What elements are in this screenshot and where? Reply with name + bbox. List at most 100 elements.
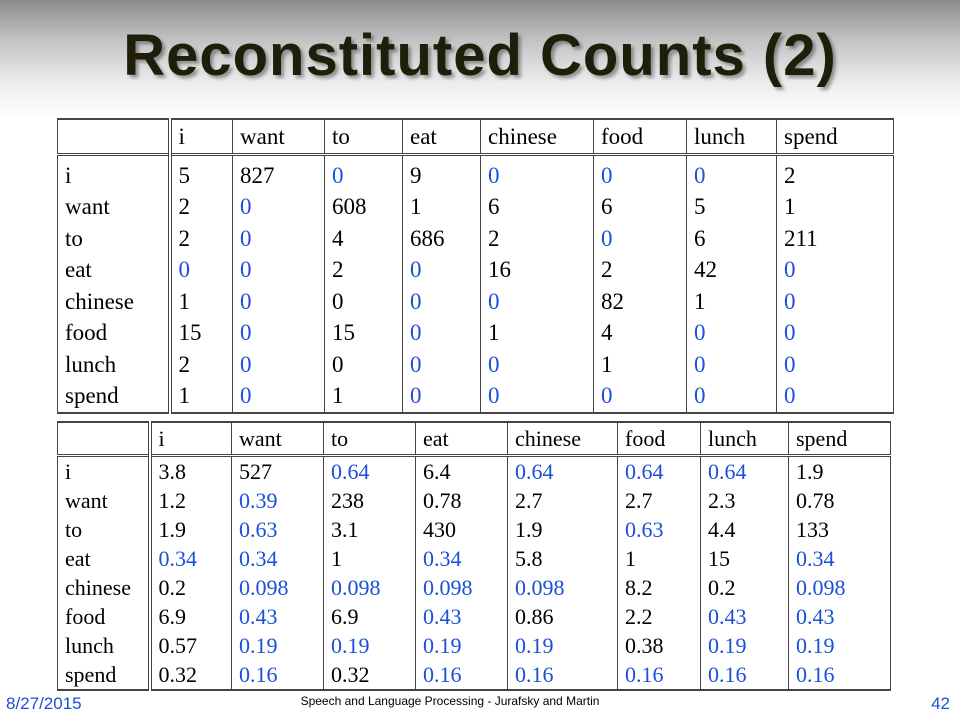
table-row: food 6.9 0.43 6.9 0.43 0.86 2.2 0.43 0.43 bbox=[57, 602, 891, 631]
reconstituted-counts-table: i want to eat chinese food lunch spend i 3.8 527 0… bbox=[57, 421, 891, 691]
footer-date: 8/27/2015 bbox=[6, 694, 82, 713]
table-cell: 0.19 bbox=[700, 631, 789, 660]
table-cell: 2 bbox=[480, 223, 594, 255]
table-cell: 1 bbox=[480, 317, 594, 349]
table-cell: 0 bbox=[776, 349, 894, 381]
table-row: spend 0.32 0.16 0.32 0.16 0.16 0.16 0.16 0.16 bbox=[57, 660, 891, 690]
table-cell: 0 bbox=[402, 254, 481, 286]
table-cell: 0.34 bbox=[231, 544, 324, 573]
row-label: eat bbox=[57, 254, 172, 286]
table-cell: 1 bbox=[776, 191, 894, 223]
table-cell: 1.9 bbox=[788, 455, 891, 486]
table-cell: 2 bbox=[169, 349, 233, 381]
table-cell: 0 bbox=[232, 380, 325, 413]
table-cell: 0.19 bbox=[415, 631, 508, 660]
table-cell: 0.34 bbox=[149, 544, 232, 573]
column-header: chinese bbox=[480, 119, 594, 156]
table-cell: 1.2 bbox=[149, 486, 232, 515]
table-cell: 1 bbox=[169, 380, 233, 413]
table-cell: 6.4 bbox=[415, 455, 508, 486]
table-cell: 15 bbox=[324, 317, 403, 349]
page-number: 42 bbox=[931, 694, 950, 713]
table-cell: 4 bbox=[324, 223, 403, 255]
corner-cell bbox=[57, 119, 172, 156]
table-cell: 0 bbox=[593, 154, 687, 192]
table-row: i 5 827 0 9 0 0 0 2 bbox=[57, 154, 894, 192]
table-cell: 5.8 bbox=[507, 544, 618, 573]
table-cell: 0 bbox=[480, 154, 594, 192]
table-cell: 0 bbox=[402, 380, 481, 413]
table-cell: 8.2 bbox=[617, 573, 701, 602]
table-cell: 42 bbox=[686, 254, 777, 286]
table-cell: 82 bbox=[593, 286, 687, 318]
table-cell: 0.16 bbox=[617, 660, 701, 690]
table-cell: 0.64 bbox=[700, 455, 789, 486]
table-row: eat 0 0 2 0 16 2 42 0 bbox=[57, 254, 894, 286]
table-cell: 0.78 bbox=[788, 486, 891, 515]
table-cell: 6 bbox=[593, 191, 687, 223]
table-row: to 2 0 4 686 2 0 6 211 bbox=[57, 223, 894, 255]
table-cell: 686 bbox=[402, 223, 481, 255]
table-cell: 2.2 bbox=[617, 602, 701, 631]
table-cell: 0 bbox=[776, 380, 894, 413]
table-cell: 0.43 bbox=[415, 602, 508, 631]
table-cell: 5 bbox=[686, 191, 777, 223]
table-row: chinese 0.2 0.098 0.098 0.098 0.098 8.2 0.2 0.09… bbox=[57, 573, 891, 602]
table-cell: 0.098 bbox=[788, 573, 891, 602]
column-header: to bbox=[324, 119, 403, 156]
table-cell: 0.86 bbox=[507, 602, 618, 631]
row-label: to bbox=[57, 223, 172, 255]
table-cell: 0 bbox=[232, 254, 325, 286]
table-cell: 4 bbox=[593, 317, 687, 349]
column-header: chinese bbox=[507, 422, 618, 457]
row-label: to bbox=[57, 515, 152, 544]
table-cell: 2 bbox=[169, 191, 233, 223]
table-cell: 2 bbox=[169, 223, 233, 255]
table-cell: 9 bbox=[402, 154, 481, 192]
row-label: chinese bbox=[57, 286, 172, 318]
table-cell: 0.19 bbox=[231, 631, 324, 660]
table-cell: 0.16 bbox=[700, 660, 789, 690]
row-label: lunch bbox=[57, 631, 152, 660]
table-row: food 15 0 15 0 1 4 0 0 bbox=[57, 317, 894, 349]
column-header: food bbox=[617, 422, 701, 457]
slide-title: Reconstituted Counts (2) bbox=[123, 23, 837, 88]
table-cell: 0 bbox=[232, 223, 325, 255]
table-cell: 0 bbox=[169, 254, 233, 286]
table-cell: 0.2 bbox=[149, 573, 232, 602]
table-cell: 15 bbox=[700, 544, 789, 573]
column-header: want bbox=[231, 422, 324, 457]
table-cell: 0 bbox=[324, 349, 403, 381]
row-label: chinese bbox=[57, 573, 152, 602]
table-cell: 0.38 bbox=[617, 631, 701, 660]
table-cell: 2.7 bbox=[507, 486, 618, 515]
table-row: lunch 2 0 0 0 0 1 0 0 bbox=[57, 349, 894, 381]
table-cell: 2.7 bbox=[617, 486, 701, 515]
table-cell: 0 bbox=[480, 349, 594, 381]
column-header: lunch bbox=[686, 119, 777, 156]
table-cell: 5 bbox=[169, 154, 233, 192]
table-cell: 1 bbox=[402, 191, 481, 223]
table-cell: 3.1 bbox=[323, 515, 416, 544]
table-row: lunch 0.57 0.19 0.19 0.19 0.19 0.38 0.19 0.19 bbox=[57, 631, 891, 660]
table-cell: 0 bbox=[686, 349, 777, 381]
table-cell: 0 bbox=[593, 223, 687, 255]
table-cell: 0.19 bbox=[323, 631, 416, 660]
table-cell: 6 bbox=[686, 223, 777, 255]
table-cell: 0.16 bbox=[788, 660, 891, 690]
column-header: i bbox=[149, 422, 232, 457]
table-cell: 527 bbox=[231, 455, 324, 486]
table-cell: 238 bbox=[323, 486, 416, 515]
column-header: want bbox=[232, 119, 325, 156]
table-cell: 1.9 bbox=[149, 515, 232, 544]
table-cell: 2 bbox=[593, 254, 687, 286]
table-cell: 0.64 bbox=[507, 455, 618, 486]
row-label: i bbox=[57, 154, 172, 192]
column-header: i bbox=[169, 119, 233, 156]
row-label: spend bbox=[57, 380, 172, 413]
table-cell: 0 bbox=[402, 286, 481, 318]
table-cell: 0 bbox=[686, 317, 777, 349]
row-label: spend bbox=[57, 660, 152, 690]
table-cell: 0 bbox=[402, 349, 481, 381]
column-header: spend bbox=[776, 119, 894, 156]
